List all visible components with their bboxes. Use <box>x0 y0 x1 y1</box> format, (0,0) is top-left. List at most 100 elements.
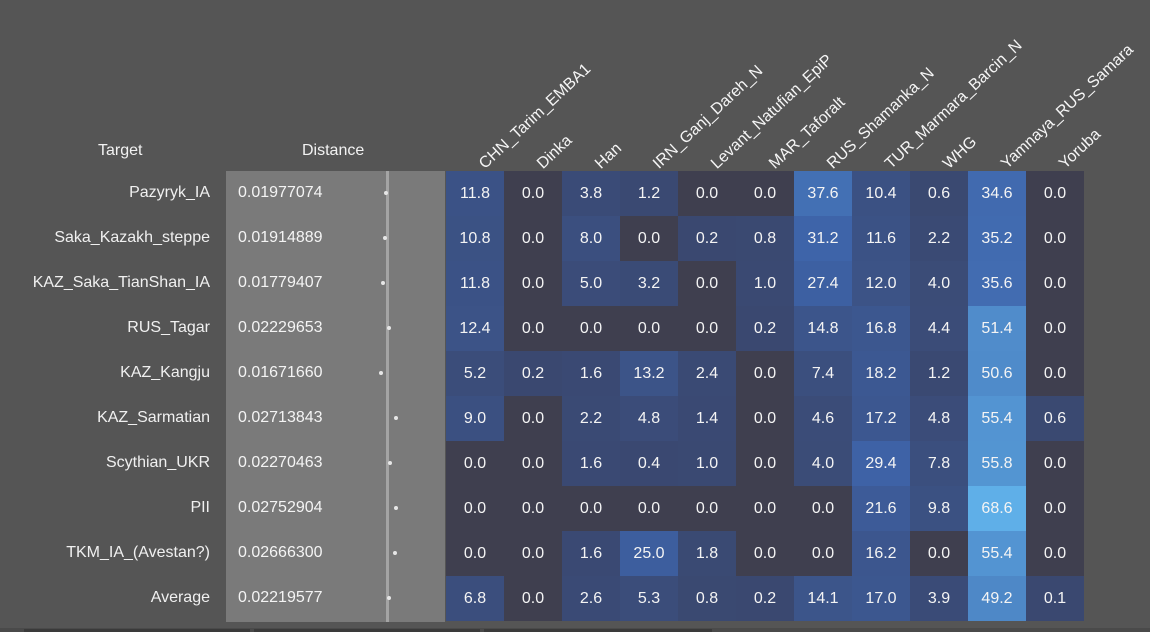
heatmap-cell: 0.1 <box>1026 576 1084 621</box>
row-target-label: RUS_Tagar <box>127 319 210 336</box>
heatmap-cell: 0.0 <box>562 486 620 531</box>
heatmap-cell: 16.2 <box>852 531 910 576</box>
heatmap-cell: 0.0 <box>446 441 504 486</box>
distance-zero-line <box>386 171 389 622</box>
heatmap-cell: 5.0 <box>562 261 620 306</box>
heatmap-cell: 0.0 <box>446 486 504 531</box>
distance-marker <box>393 551 397 555</box>
heatmap-cell: 1.8 <box>678 531 736 576</box>
heatmap-cell: 0.0 <box>736 531 794 576</box>
heatmap-cell: 12.4 <box>446 306 504 351</box>
heatmap-cell: 0.0 <box>910 531 968 576</box>
column-header[interactable]: Han <box>592 139 626 173</box>
heatmap-cell: 29.4 <box>852 441 910 486</box>
heatmap-cell: 9.8 <box>910 486 968 531</box>
heatmap-cell: 8.0 <box>562 216 620 261</box>
heatmap-cell: 0.0 <box>504 306 562 351</box>
distance-marker <box>394 506 398 510</box>
heatmap-cell: 0.0 <box>678 261 736 306</box>
heatmap-cell: 1.6 <box>562 441 620 486</box>
column-header[interactable]: Dinka <box>534 132 576 173</box>
heatmap-cell: 0.6 <box>1026 396 1084 441</box>
column-header[interactable]: IRN_Ganj_Dareh_N <box>650 62 767 173</box>
heatmap-cell: 0.4 <box>620 441 678 486</box>
heatmap-cell: 55.4 <box>968 531 1026 576</box>
row-distance-value: 0.02713843 <box>238 409 323 426</box>
heatmap-cell: 13.2 <box>620 351 678 396</box>
heatmap-cell: 17.2 <box>852 396 910 441</box>
row-target-label: Average <box>150 589 210 606</box>
table-header-target[interactable]: Target <box>98 142 143 159</box>
heatmap-cell: 9.0 <box>446 396 504 441</box>
heatmap-cell: 5.3 <box>620 576 678 621</box>
heatmap-cell: 14.8 <box>794 306 852 351</box>
heatmap-cell: 10.4 <box>852 171 910 216</box>
column-header[interactable]: RUS_Shamanka_N <box>824 64 938 173</box>
row-distance-value: 0.01977074 <box>238 184 323 201</box>
heatmap-cell: 0.0 <box>620 306 678 351</box>
distance-marker <box>387 596 391 600</box>
distance-marker <box>394 416 398 420</box>
distance-marker <box>387 326 391 330</box>
row-distance-value: 0.01914889 <box>238 229 323 246</box>
heatmap-cell: 0.0 <box>736 171 794 216</box>
distance-marker <box>388 461 392 465</box>
heatmap-cell: 11.6 <box>852 216 910 261</box>
heatmap-cell: 0.2 <box>736 306 794 351</box>
heatmap-cell: 0.0 <box>504 486 562 531</box>
column-header[interactable]: WHG <box>940 133 981 173</box>
row-target-label: PII <box>190 499 210 516</box>
heatmap-cell: 0.0 <box>736 486 794 531</box>
heatmap-cell: 2.4 <box>678 351 736 396</box>
heatmap-cell: 0.0 <box>678 171 736 216</box>
heatmap-cell: 35.2 <box>968 216 1026 261</box>
heatmap-cell: 1.0 <box>678 441 736 486</box>
heatmap-cell: 10.8 <box>446 216 504 261</box>
heatmap-cell: 7.8 <box>910 441 968 486</box>
heatmap-cell: 3.9 <box>910 576 968 621</box>
heatmap-cell: 3.8 <box>562 171 620 216</box>
heatmap-cell: 0.0 <box>504 441 562 486</box>
column-header[interactable]: CHN_Tarim_EMBA1 <box>476 60 595 173</box>
heatmap-cell: 4.8 <box>910 396 968 441</box>
horizontal-scrollbar[interactable] <box>0 628 1150 632</box>
row-distance-value: 0.02270463 <box>238 454 323 471</box>
row-distance-value: 0.02752904 <box>238 499 323 516</box>
heatmap-cell: 0.0 <box>794 531 852 576</box>
heatmap-cell: 51.4 <box>968 306 1026 351</box>
table-header-distance[interactable]: Distance <box>302 142 365 159</box>
heatmap-cell: 68.6 <box>968 486 1026 531</box>
scrollbar-segment <box>254 629 480 632</box>
heatmap-cell: 18.2 <box>852 351 910 396</box>
heatmap-cell: 0.0 <box>1026 351 1084 396</box>
row-target-label: Saka_Kazakh_steppe <box>54 229 210 246</box>
heatmap-cell: 5.2 <box>446 351 504 396</box>
heatmap-cell: 50.6 <box>968 351 1026 396</box>
heatmap-cell: 7.4 <box>794 351 852 396</box>
heatmap-cell: 0.0 <box>1026 486 1084 531</box>
heatmap-cell: 2.2 <box>562 396 620 441</box>
heatmap-cell: 1.6 <box>562 531 620 576</box>
heatmap-cell: 0.0 <box>736 441 794 486</box>
heatmap-cell: 0.0 <box>562 306 620 351</box>
heatmap-cell: 0.2 <box>736 576 794 621</box>
heatmap-cell: 27.4 <box>794 261 852 306</box>
row-target-label: KAZ_Sarmatian <box>97 409 210 426</box>
row-target-label: KAZ_Kangju <box>120 364 210 381</box>
heatmap-cell: 25.0 <box>620 531 678 576</box>
distance-marker <box>379 371 383 375</box>
heatmap-cell: 16.8 <box>852 306 910 351</box>
column-header[interactable]: Yoruba <box>1056 125 1105 173</box>
row-distance-value: 0.02229653 <box>238 319 323 336</box>
heatmap-cell: 1.4 <box>678 396 736 441</box>
heatmap-cell: 0.2 <box>504 351 562 396</box>
heatmap-cell: 12.0 <box>852 261 910 306</box>
heatmap-cell: 0.0 <box>1026 531 1084 576</box>
heatmap-cell: 35.6 <box>968 261 1026 306</box>
heatmap-cell: 0.8 <box>736 216 794 261</box>
heatmap-cell: 0.0 <box>620 216 678 261</box>
heatmap-cell: 1.2 <box>910 351 968 396</box>
heatmap-cell: 0.0 <box>1026 216 1084 261</box>
row-target-label: Scythian_UKR <box>105 454 210 471</box>
heatmap-cell: 21.6 <box>852 486 910 531</box>
